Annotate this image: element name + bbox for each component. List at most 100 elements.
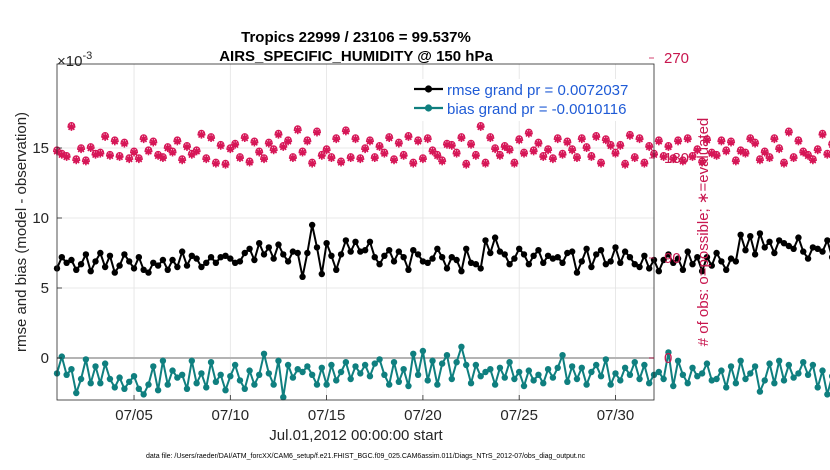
obs-evaluated-stroke <box>438 157 446 165</box>
rmse-point <box>463 245 470 252</box>
rmse-point <box>732 258 740 265</box>
rmse-point <box>443 265 451 272</box>
obs-evaluated-stroke <box>814 146 822 154</box>
rmse-point <box>164 266 171 273</box>
obs-evaluated-stroke <box>472 152 480 160</box>
obs-evaluated-point <box>365 137 374 146</box>
bias-point <box>121 385 128 392</box>
obs-evaluated-point <box>231 140 240 149</box>
rmse-point <box>174 263 181 271</box>
rmse-point <box>660 256 667 264</box>
obs-evaluated-stroke <box>693 146 701 154</box>
obs-evaluated-stroke <box>299 148 306 156</box>
rmse-point <box>597 247 605 254</box>
obs-evaluated-point <box>539 152 548 161</box>
y-tick-label: 10 <box>32 210 49 227</box>
obs-evaluated-stroke <box>405 133 412 141</box>
bias-point <box>742 375 749 383</box>
rmse-point <box>87 268 94 275</box>
obs-evaluated-stroke <box>660 153 668 161</box>
obs-evaluated-stroke <box>655 137 663 145</box>
rmse-point <box>101 263 109 271</box>
obs-evaluated-point <box>86 144 95 152</box>
obs-evaluated-point <box>529 147 538 156</box>
rmse-point <box>376 261 383 268</box>
obs-evaluated-point <box>105 151 114 160</box>
bias-point <box>568 363 576 370</box>
rmse-point <box>766 238 773 245</box>
rmse-point <box>573 269 581 276</box>
obs-evaluated-point <box>731 157 740 166</box>
bias-point <box>496 364 504 371</box>
rmse-point <box>756 230 764 237</box>
obs-evaluated-stroke <box>530 147 538 155</box>
rmse-point <box>82 251 90 258</box>
rmse-point <box>434 245 441 252</box>
obs-evaluated-point <box>250 138 259 147</box>
bias-point <box>405 382 412 390</box>
bias-point <box>280 394 287 401</box>
obs-evaluated-stroke <box>77 145 85 153</box>
obs-evaluated-point <box>447 141 456 150</box>
obs-evaluated-point <box>799 148 808 157</box>
obs-evaluated-point <box>486 134 495 142</box>
obs-evaluated-stroke <box>217 142 225 150</box>
rmse-point <box>665 251 672 258</box>
chart-title-line1: Tropics 22999 / 23106 = 99.537% <box>241 29 471 46</box>
obs-evaluated-stroke <box>173 137 181 145</box>
obs-evaluated-point <box>139 135 148 144</box>
obs-evaluated-point <box>361 145 370 154</box>
obs-evaluated-point <box>592 132 601 141</box>
obs-evaluated-stroke <box>482 160 489 168</box>
rmse-point <box>564 249 571 257</box>
obs-evaluated-point <box>134 155 143 164</box>
bias-point <box>203 384 210 391</box>
rmse-point <box>222 252 229 259</box>
bias-point <box>809 361 817 369</box>
bias-point <box>703 360 711 367</box>
rmse-point <box>448 254 455 261</box>
bias-point <box>429 357 436 364</box>
bias-point <box>97 380 104 387</box>
rmse-point <box>568 248 576 255</box>
obs-evaluated-point <box>510 159 519 168</box>
obs-evaluated-stroke <box>385 134 393 142</box>
bias-point <box>342 359 350 366</box>
obs-evaluated-point <box>457 134 466 142</box>
obs-evaluated-stroke <box>332 135 340 143</box>
legend-box <box>409 79 652 121</box>
y-exponent-base: ×10 <box>57 53 82 70</box>
bias-point <box>188 357 196 364</box>
rmse-point <box>491 234 499 241</box>
rmse-point <box>723 266 730 273</box>
obs-evaluated-stroke <box>722 147 730 155</box>
obs-evaluated-point <box>245 158 254 167</box>
y-axis-right-label: # of obs: o=possible; ∗=evaluated <box>695 118 712 347</box>
obs-evaluated-point <box>341 127 350 136</box>
obs-evaluated-stroke <box>819 131 826 139</box>
obs-evaluated-point <box>211 159 220 168</box>
bias-point <box>150 363 157 370</box>
obs-evaluated-stroke <box>761 148 769 156</box>
rmse-point <box>809 244 817 251</box>
rmse-point <box>231 259 239 266</box>
rmse-point <box>487 249 494 257</box>
x-tick-label: 07/20 <box>404 407 442 424</box>
bias-point <box>227 373 234 380</box>
y-right-tick-label: 90 <box>664 250 681 267</box>
bias-point <box>641 361 648 369</box>
bias-point <box>540 380 547 387</box>
bias-point <box>645 380 653 387</box>
legend-marker-bias <box>424 104 433 112</box>
bias-point <box>732 380 740 387</box>
obs-evaluated-point <box>828 141 830 149</box>
obs-evaluated-stroke <box>621 161 629 169</box>
obs-evaluated-point <box>125 155 134 164</box>
rmse-point <box>333 266 340 273</box>
obs-evaluated-point <box>269 146 278 155</box>
rmse-point <box>819 248 826 255</box>
obs-evaluated-point <box>640 159 649 168</box>
obs-evaluated-stroke <box>689 153 696 161</box>
obs-evaluated-point <box>524 129 533 138</box>
